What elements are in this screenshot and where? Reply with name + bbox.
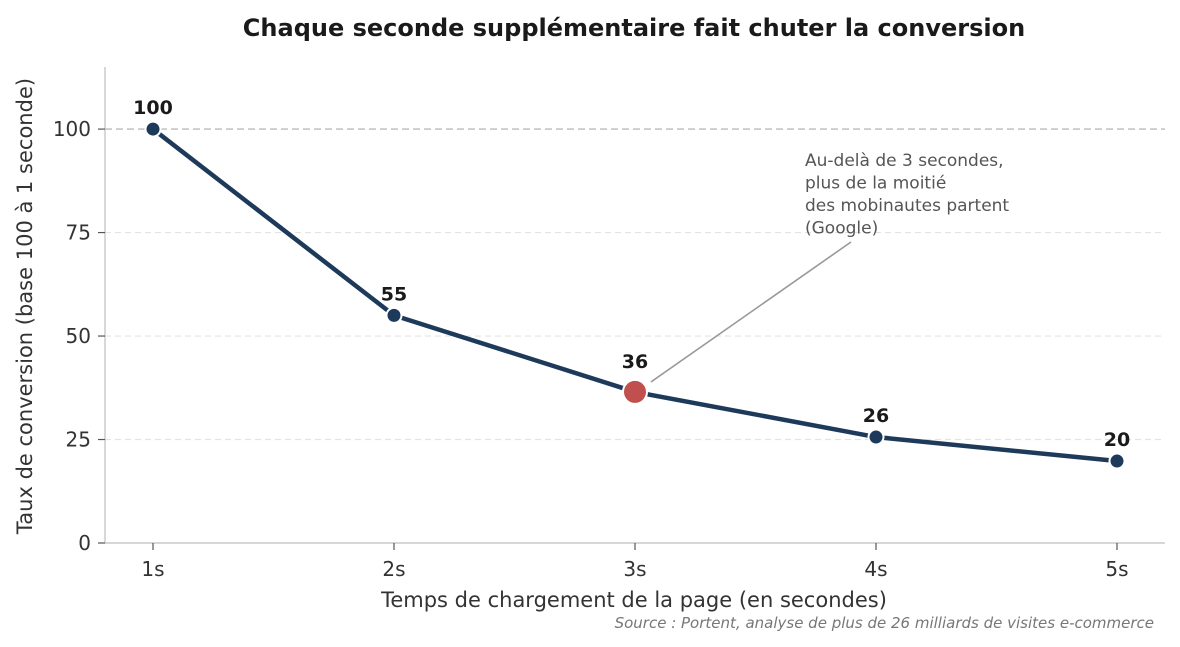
x-tick-label: 2s [382,557,405,581]
x-axis-label: Temps de chargement de la page (en secon… [380,588,887,612]
chart-title: Chaque seconde supplémentaire fait chute… [243,14,1025,42]
y-axis-ticks: 0 25 50 75 100 [53,117,105,555]
data-label: 20 [1104,429,1130,451]
data-point [144,120,162,138]
y-tick-label: 50 [66,324,91,348]
data-label: 26 [863,405,889,427]
source-note: Source : Portent, analyse de plus de 26 … [615,614,1154,632]
annotation-text-line: plus de la moitié [805,174,946,194]
y-axis-label: Taux de conversion (base 100 à 1 seconde… [13,78,37,535]
x-tick-label: 3s [623,557,646,581]
y-tick-label: 25 [66,428,91,452]
data-label: 55 [381,283,407,305]
annotation-text-line: des mobinautes partent [805,196,1009,216]
data-point [1108,452,1126,470]
annotation: Au-delà de 3 secondes, plus de la moitiéd… [650,151,1009,383]
annotation-arrow [650,241,852,383]
x-axis-ticks: 1s 2s 3s 4s 5s [141,543,1129,581]
x-tick-label: 1s [141,557,164,581]
data-point [385,306,403,324]
highlight-point [622,378,648,405]
annotation-text-line: Au-delà de 3 secondes, [805,151,1004,171]
conversion-series: 100 55 36 26 20 [133,97,1130,470]
annotation-text-line: (Google) [805,219,878,239]
y-tick-label: 75 [66,221,91,245]
data-label: 36 [622,351,648,373]
data-label: 100 [133,97,173,119]
series-line [150,126,1120,464]
x-tick-label: 5s [1105,557,1128,581]
y-tick-label: 100 [53,117,91,141]
x-tick-label: 4s [864,557,887,581]
data-point [867,428,885,446]
gridlines [105,128,1165,441]
axes [104,67,1165,544]
y-tick-label: 0 [78,531,91,555]
